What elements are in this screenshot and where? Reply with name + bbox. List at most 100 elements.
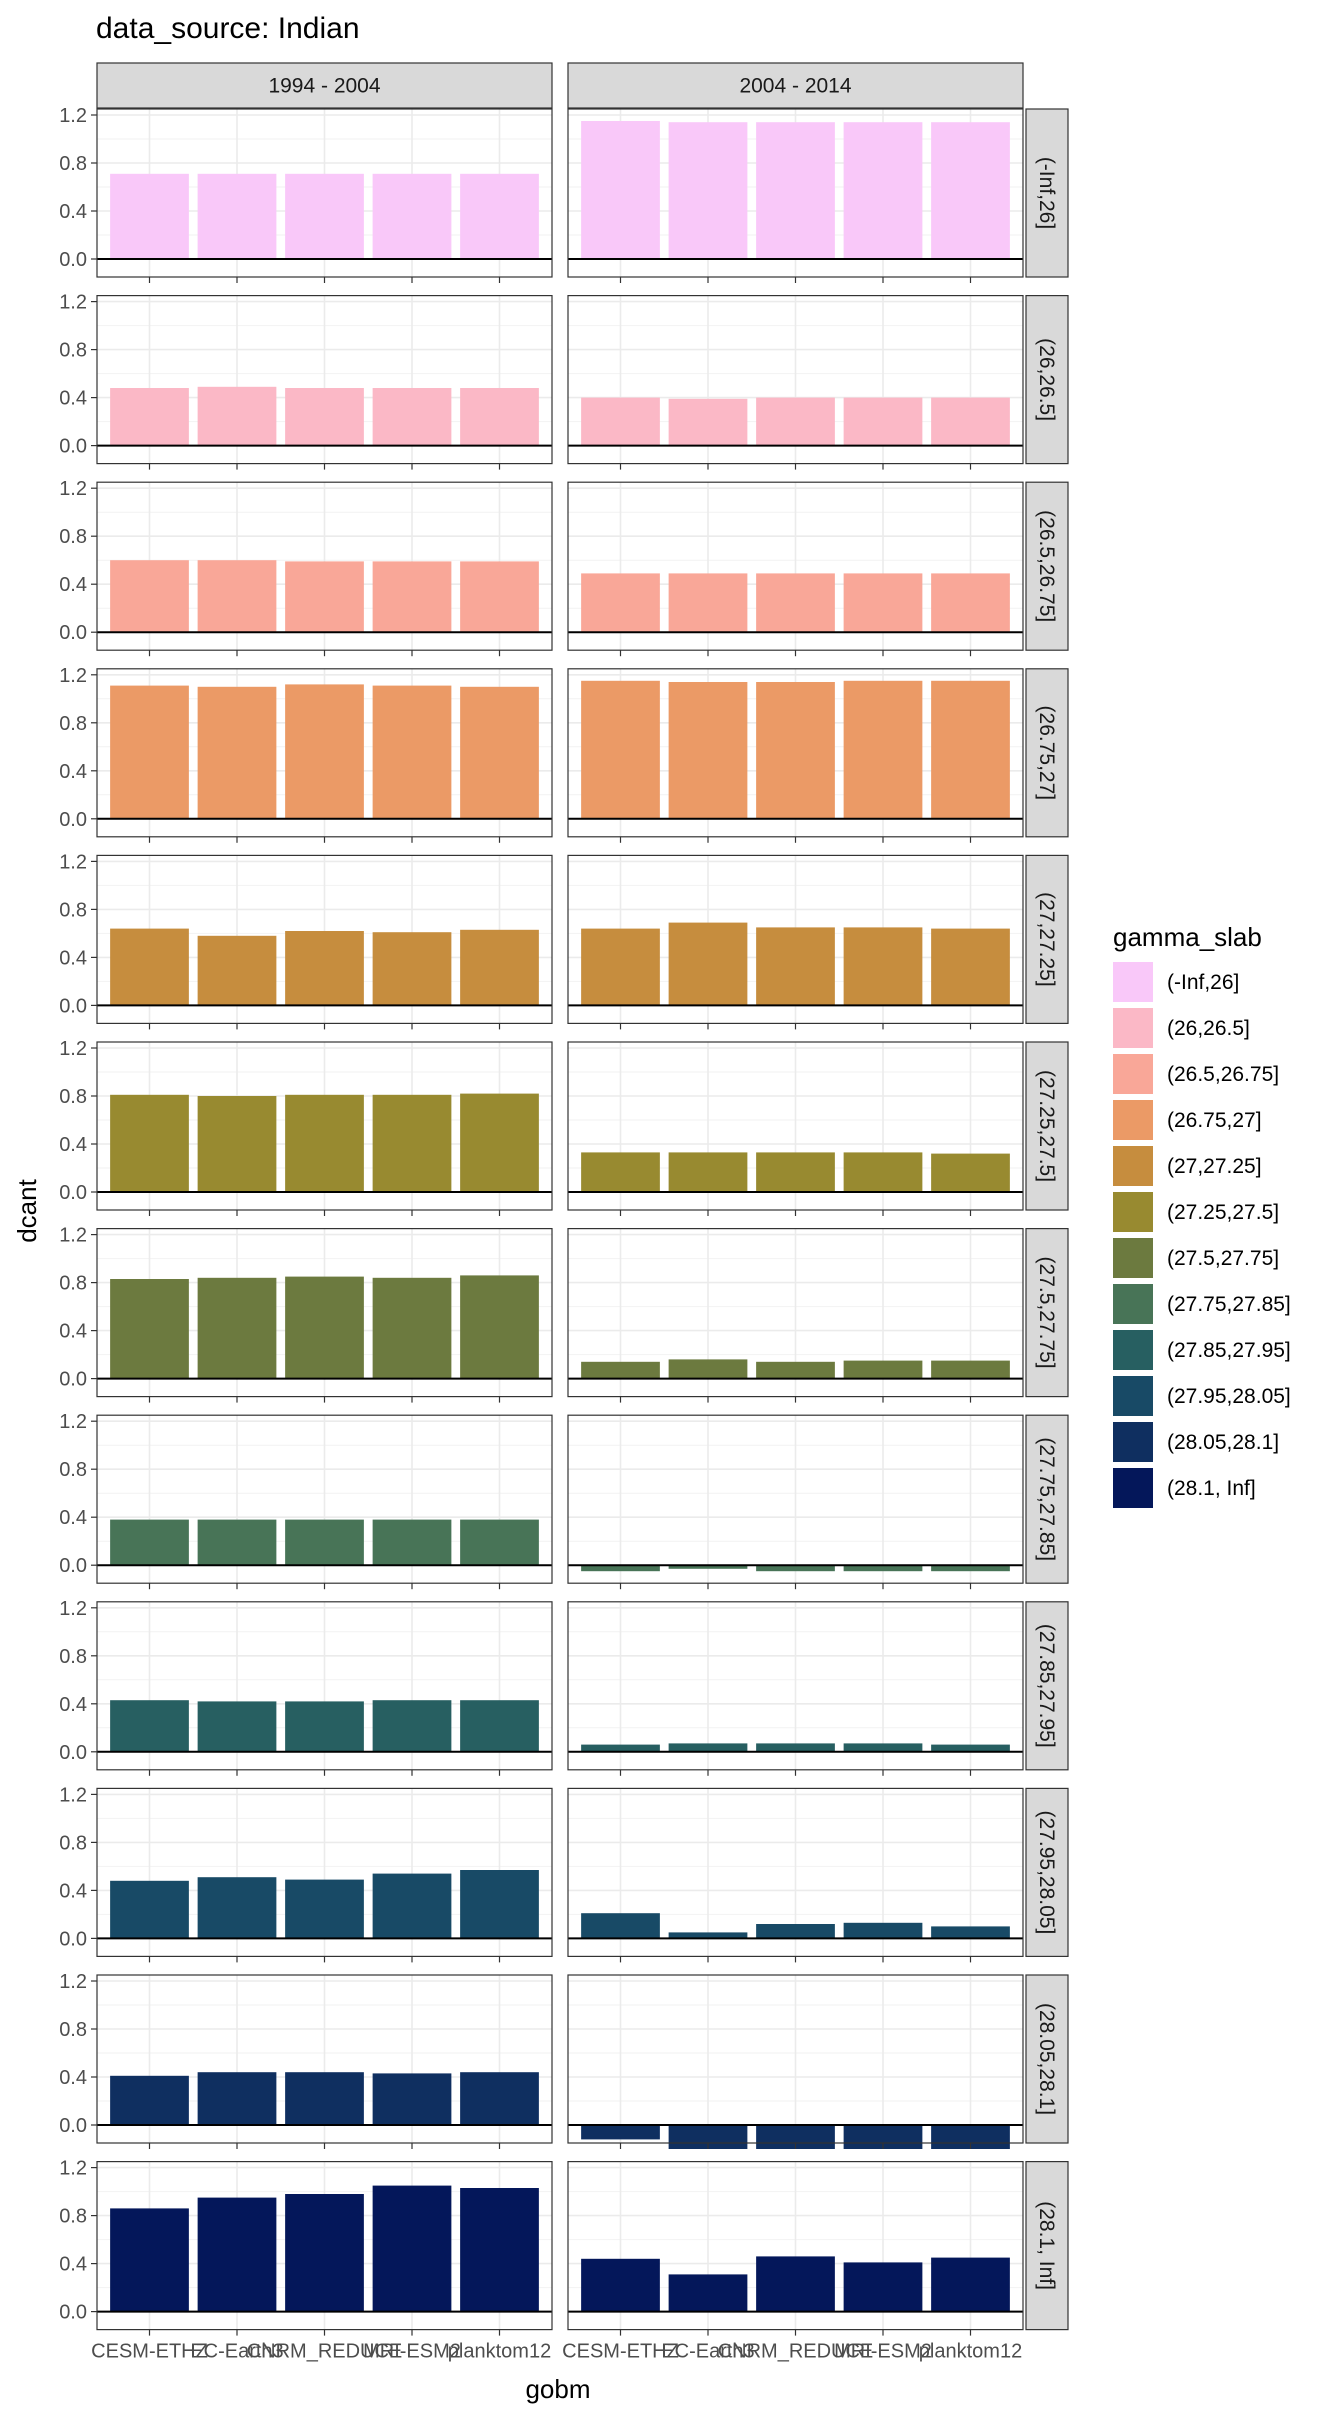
bar: [197, 2072, 277, 2125]
column-strip-label: 1994 - 2004: [268, 75, 380, 98]
row-strip-label: (-Inf,26]: [1035, 157, 1058, 229]
y-tick-label: 0.0: [59, 2115, 87, 2137]
legend-label: (27.95,28.05]: [1167, 1385, 1291, 1408]
bar: [931, 680, 1010, 819]
x-tick-label: planktom12: [919, 2341, 1022, 2363]
row-strip: [1025, 1414, 1069, 1584]
chart-title: data_source: Indian: [96, 12, 360, 45]
bar: [197, 1277, 277, 1379]
bar: [197, 386, 277, 446]
y-tick-label: 0.4: [59, 2254, 87, 2276]
row-strip-label: (27.95,28.05]: [1035, 1811, 1058, 1935]
bar: [581, 1913, 660, 1939]
bar: [372, 1519, 452, 1566]
legend-label: (28.05,28.1]: [1167, 1431, 1279, 1454]
legend-label: (27.5,27.75]: [1167, 1247, 1279, 1270]
bar: [110, 685, 189, 819]
bar: [581, 1744, 660, 1752]
y-tick-label: 0.8: [59, 526, 87, 548]
bar: [110, 1519, 189, 1566]
bar: [285, 1879, 364, 1939]
bar: [197, 560, 277, 633]
y-tick-label: 0.8: [59, 713, 87, 735]
row-strip-label: (26,26.5]: [1035, 338, 1058, 421]
bar: [285, 931, 364, 1006]
y-tick-label: 1.2: [59, 1598, 87, 1620]
legend-label: (27,27.25]: [1167, 1155, 1262, 1178]
x-tick-label: MRI-ESM2: [834, 2341, 932, 2363]
bar: [931, 1926, 1010, 1939]
y-tick-label: 0.8: [59, 1459, 87, 1481]
bar: [460, 686, 539, 819]
row-strip-label: (27,27.25]: [1035, 892, 1058, 987]
row-strip-label: (27.85,27.95]: [1035, 1624, 1058, 1748]
y-tick-label: 1.2: [59, 292, 87, 314]
y-tick-label: 1.2: [59, 1038, 87, 1060]
y-tick-label: 0.8: [59, 153, 87, 175]
y-tick-label: 0.0: [59, 2302, 87, 2324]
bar: [581, 2258, 660, 2312]
x-tick-label: CESM-ETHZ: [562, 2341, 679, 2363]
bar: [843, 397, 923, 446]
bar: [843, 573, 923, 633]
bar: [285, 1276, 364, 1379]
bar: [372, 1094, 452, 1192]
bar: [756, 682, 835, 819]
y-tick-label: 1.2: [59, 665, 87, 687]
y-tick-label: 1.2: [59, 2158, 87, 2180]
y-tick-label: 1.2: [59, 1784, 87, 1806]
y-tick-label: 0.0: [59, 995, 87, 1017]
row-strip: [1025, 295, 1069, 465]
y-tick-label: 0.0: [59, 809, 87, 831]
legend-key: [1113, 1146, 1153, 1186]
x-tick-label: CNRM_REDUCE: [718, 2341, 874, 2363]
y-tick-label: 0.8: [59, 1273, 87, 1295]
legend-key: [1113, 1100, 1153, 1140]
y-tick-label: 0.4: [59, 1134, 87, 1156]
legend-key: [1113, 1238, 1153, 1278]
x-axis-title: gobm: [525, 2374, 590, 2404]
y-tick-label: 1.2: [59, 1971, 87, 1993]
bar: [668, 1743, 748, 1752]
y-tick-label: 0.0: [59, 1928, 87, 1950]
bar: [756, 1152, 835, 1192]
bar: [668, 1565, 748, 1569]
y-tick-label: 0.8: [59, 2019, 87, 2041]
legend-key: [1113, 962, 1153, 1002]
y-tick-label: 0.0: [59, 1182, 87, 1204]
bar: [110, 2075, 189, 2125]
bar: [372, 1277, 452, 1379]
bar: [197, 2197, 277, 2312]
y-tick-label: 0.4: [59, 761, 87, 783]
bar: [931, 2257, 1010, 2312]
y-tick-label: 1.2: [59, 478, 87, 500]
x-tick-label: planktom12: [448, 2341, 551, 2363]
bar: [581, 2125, 660, 2140]
bar: [843, 1152, 923, 1192]
legend-label: (27.25,27.5]: [1167, 1201, 1279, 1224]
bar: [756, 122, 835, 259]
legend-key: [1113, 1376, 1153, 1416]
row-strip: [1025, 1041, 1069, 1211]
bar: [931, 397, 1010, 446]
row-strip-label: (26.75,27]: [1035, 706, 1058, 801]
row-strip: [1025, 108, 1069, 278]
x-tick-label: CNRM_REDUCE: [247, 2341, 403, 2363]
legend-label: (-Inf,26]: [1167, 971, 1239, 994]
y-tick-label: 0.0: [59, 622, 87, 644]
bar: [460, 2188, 539, 2312]
row-strip-label: (28.05,28.1]: [1035, 2003, 1058, 2115]
bar: [668, 398, 748, 446]
bar: [197, 1877, 277, 1939]
bar: [110, 2208, 189, 2312]
y-tick-label: 0.4: [59, 201, 87, 223]
row-strip: [1025, 2161, 1069, 2331]
bar: [285, 684, 364, 819]
bar: [197, 1519, 277, 1566]
bar: [843, 1922, 923, 1939]
bar: [931, 1744, 1010, 1752]
y-tick-label: 0.0: [59, 436, 87, 458]
bar: [668, 1359, 748, 1379]
